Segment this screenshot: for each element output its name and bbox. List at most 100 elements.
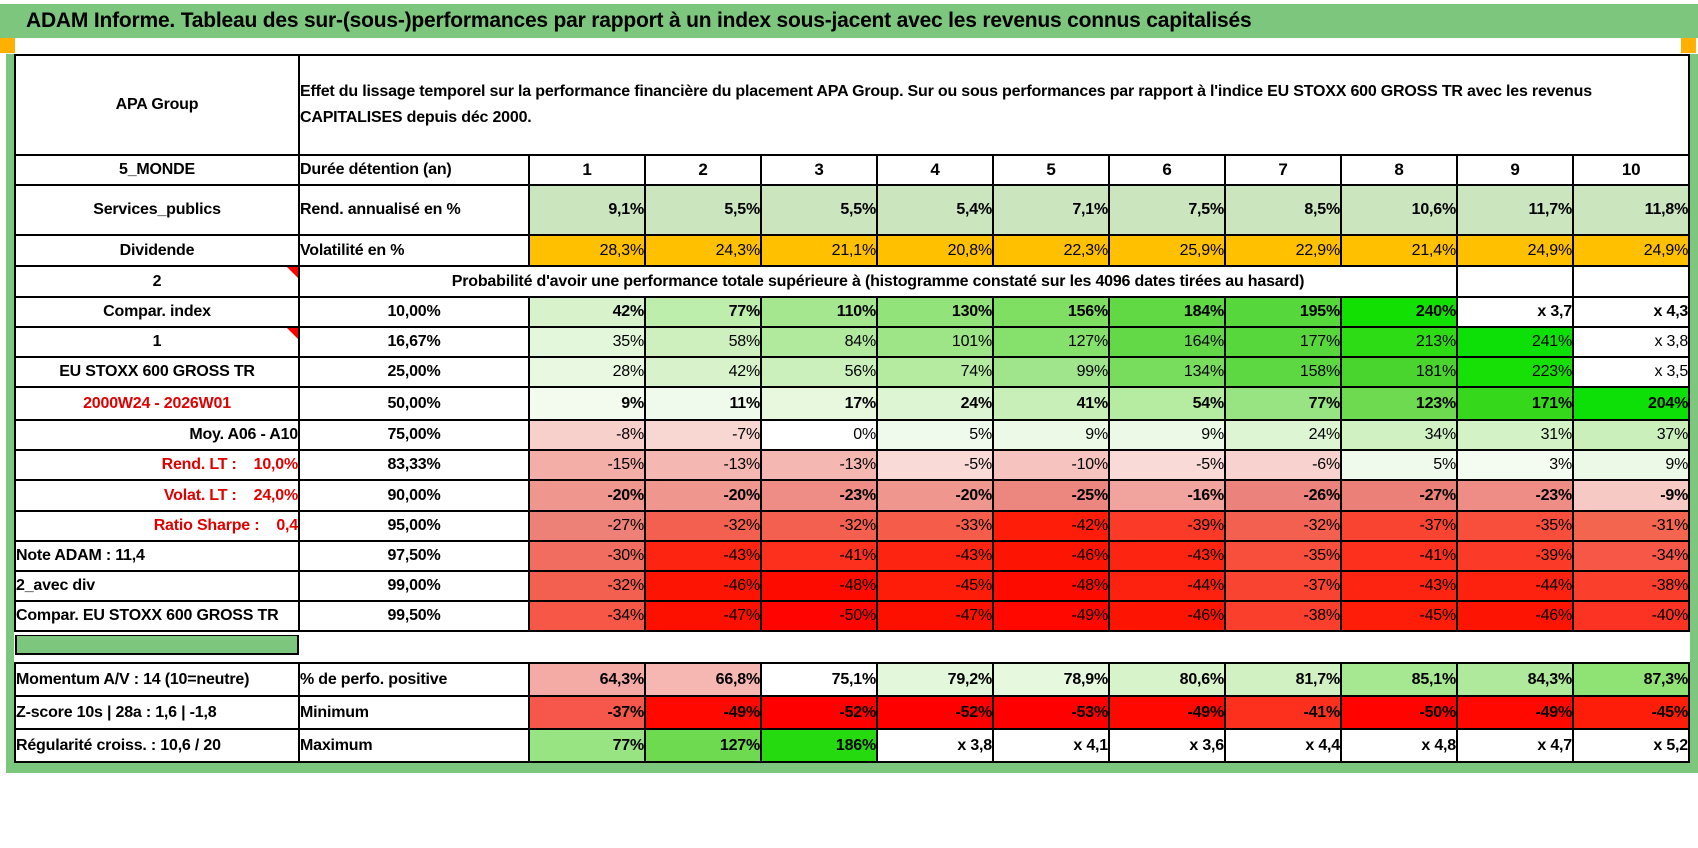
cell-rend-col4[interactable]: 5,4%: [876, 184, 994, 236]
cell-duree-col1[interactable]: 1: [528, 154, 646, 186]
cell-p50-col3[interactable]: 17%: [760, 386, 878, 421]
row-label-duree[interactable]: 5_MONDE: [14, 154, 300, 186]
cell-p975-col9[interactable]: -39%: [1456, 540, 1574, 572]
cell-volat-col5[interactable]: 22,3%: [992, 234, 1110, 267]
row-label-p95[interactable]: Ratio Sharpe : 0,4: [14, 510, 300, 542]
cell-p50-col10[interactable]: 204%: [1571, 386, 1691, 421]
cell-p16-col4[interactable]: 101%: [876, 326, 994, 358]
cell-rend-col5[interactable]: 7,1%: [992, 184, 1110, 236]
row-label-p99[interactable]: 2_avec div: [14, 570, 300, 602]
cell-p16-col1[interactable]: 35%: [528, 326, 646, 358]
cell-p75-col6[interactable]: 9%: [1108, 419, 1226, 451]
cell-p995-col2[interactable]: -47%: [644, 600, 762, 632]
row-header-duree[interactable]: Durée détention (an): [298, 154, 530, 186]
cell-p995-col8[interactable]: -45%: [1340, 600, 1458, 632]
cell-min-col3[interactable]: -52%: [760, 695, 878, 730]
cell-max-col9[interactable]: x 4,7: [1456, 728, 1574, 763]
probability-header-cell[interactable]: Probabilité d'avoir une performance tota…: [298, 265, 1458, 298]
cell-p10-col9[interactable]: x 3,7: [1456, 296, 1574, 328]
cell-duree-col10[interactable]: 10: [1571, 154, 1691, 186]
cell-p25-col5[interactable]: 99%: [992, 356, 1110, 388]
cell-p25-col2[interactable]: 42%: [644, 356, 762, 388]
title-bar[interactable]: ADAM Informe. Tableau des sur-(sous-)per…: [0, 4, 1698, 38]
row-label-rend[interactable]: Services_publics: [14, 184, 300, 236]
cell-p75-col7[interactable]: 24%: [1224, 419, 1342, 451]
cell-p83-col7[interactable]: -6%: [1224, 449, 1342, 481]
cell-rend-col7[interactable]: 8,5%: [1224, 184, 1342, 236]
fund-name-cell[interactable]: APA Group: [14, 54, 300, 156]
cell-rend-col3[interactable]: 5,5%: [760, 184, 878, 236]
cell-p95-col9[interactable]: -35%: [1456, 510, 1574, 542]
row-header-p99[interactable]: 99,00%: [298, 570, 530, 602]
cell-max-col3[interactable]: 186%: [760, 728, 878, 763]
cell-rend-col9[interactable]: 11,7%: [1456, 184, 1574, 236]
cell-volat-col10[interactable]: 24,9%: [1571, 234, 1691, 267]
cell-volat-col9[interactable]: 24,9%: [1456, 234, 1574, 267]
row-label-p83[interactable]: Rend. LT : 10,0%: [14, 449, 300, 481]
cell-duree-col5[interactable]: 5: [992, 154, 1110, 186]
cell-p75-col2[interactable]: -7%: [644, 419, 762, 451]
cell-p25-col10[interactable]: x 3,5: [1571, 356, 1691, 388]
row-header-p25[interactable]: 25,00%: [298, 356, 530, 388]
cell-p975-col2[interactable]: -43%: [644, 540, 762, 572]
cell-rend-col8[interactable]: 10,6%: [1340, 184, 1458, 236]
cell-p83-col8[interactable]: 5%: [1340, 449, 1458, 481]
row-label-p16[interactable]: 1: [14, 326, 300, 358]
row-label-p995[interactable]: Compar. EU STOXX 600 GROSS TR: [14, 600, 300, 632]
empty-cell-col10[interactable]: [1571, 265, 1691, 298]
cell-p83-col3[interactable]: -13%: [760, 449, 878, 481]
cell-p975-col7[interactable]: -35%: [1224, 540, 1342, 572]
cell-p10-col4[interactable]: 130%: [876, 296, 994, 328]
cell-min-col10[interactable]: -45%: [1572, 695, 1690, 730]
cell-p83-col2[interactable]: -13%: [644, 449, 762, 481]
cell-p83-col10[interactable]: 9%: [1571, 449, 1691, 481]
cell-p90-col10[interactable]: -9%: [1571, 479, 1691, 512]
cell-p995-col4[interactable]: -47%: [876, 600, 994, 632]
cell-p16-col9[interactable]: 241%: [1456, 326, 1574, 358]
row-label-perfo[interactable]: Momentum A/V : 14 (10=neutre): [14, 662, 300, 697]
row-header-p95[interactable]: 95,00%: [298, 510, 530, 542]
row-header-p50[interactable]: 50,00%: [298, 386, 530, 421]
cell-p975-col1[interactable]: -30%: [528, 540, 646, 572]
cell-volat-col4[interactable]: 20,8%: [876, 234, 994, 267]
cell-perfo-col1[interactable]: 64,3%: [528, 662, 646, 697]
cell-p83-col5[interactable]: -10%: [992, 449, 1110, 481]
row-header-rend[interactable]: Rend. annualisé en %: [298, 184, 530, 236]
cell-rend-col6[interactable]: 7,5%: [1108, 184, 1226, 236]
cell-p99-col4[interactable]: -45%: [876, 570, 994, 602]
cell-volat-col3[interactable]: 21,1%: [760, 234, 878, 267]
cell-perfo-col5[interactable]: 78,9%: [992, 662, 1110, 697]
cell-p25-col9[interactable]: 223%: [1456, 356, 1574, 388]
row-label-p10[interactable]: Compar. index: [14, 296, 300, 328]
cell-p75-col4[interactable]: 5%: [876, 419, 994, 451]
cell-p25-col7[interactable]: 158%: [1224, 356, 1342, 388]
cell-duree-col2[interactable]: 2: [644, 154, 762, 186]
cell-p975-col4[interactable]: -43%: [876, 540, 994, 572]
row-header-p975[interactable]: 97,50%: [298, 540, 530, 572]
row-label-p75[interactable]: Moy. A06 - A10: [14, 419, 300, 451]
cell-p95-col2[interactable]: -32%: [644, 510, 762, 542]
cell-p95-col10[interactable]: -31%: [1571, 510, 1691, 542]
cell-p95-col1[interactable]: -27%: [528, 510, 646, 542]
cell-max-col2[interactable]: 127%: [644, 728, 762, 763]
cell-perfo-col6[interactable]: 80,6%: [1108, 662, 1226, 697]
cell-rend-col1[interactable]: 9,1%: [528, 184, 646, 236]
cell-max-col5[interactable]: x 4,1: [992, 728, 1110, 763]
cell-min-col8[interactable]: -50%: [1340, 695, 1458, 730]
cell-p995-col7[interactable]: -38%: [1224, 600, 1342, 632]
cell-p10-col1[interactable]: 42%: [528, 296, 646, 328]
cell-p16-col5[interactable]: 127%: [992, 326, 1110, 358]
cell-min-col9[interactable]: -49%: [1456, 695, 1574, 730]
row-header-p75[interactable]: 75,00%: [298, 419, 530, 451]
cell-perfo-col4[interactable]: 79,2%: [876, 662, 994, 697]
cell-duree-col3[interactable]: 3: [760, 154, 878, 186]
cell-p10-col8[interactable]: 240%: [1340, 296, 1458, 328]
cell-p25-col6[interactable]: 134%: [1108, 356, 1226, 388]
cell-max-col8[interactable]: x 4,8: [1340, 728, 1458, 763]
cell-p83-col9[interactable]: 3%: [1456, 449, 1574, 481]
cell-perfo-col9[interactable]: 84,3%: [1456, 662, 1574, 697]
cell-p99-col8[interactable]: -43%: [1340, 570, 1458, 602]
cell-p95-col5[interactable]: -42%: [992, 510, 1110, 542]
cell-p75-col1[interactable]: -8%: [528, 419, 646, 451]
cell-p90-col6[interactable]: -16%: [1108, 479, 1226, 512]
